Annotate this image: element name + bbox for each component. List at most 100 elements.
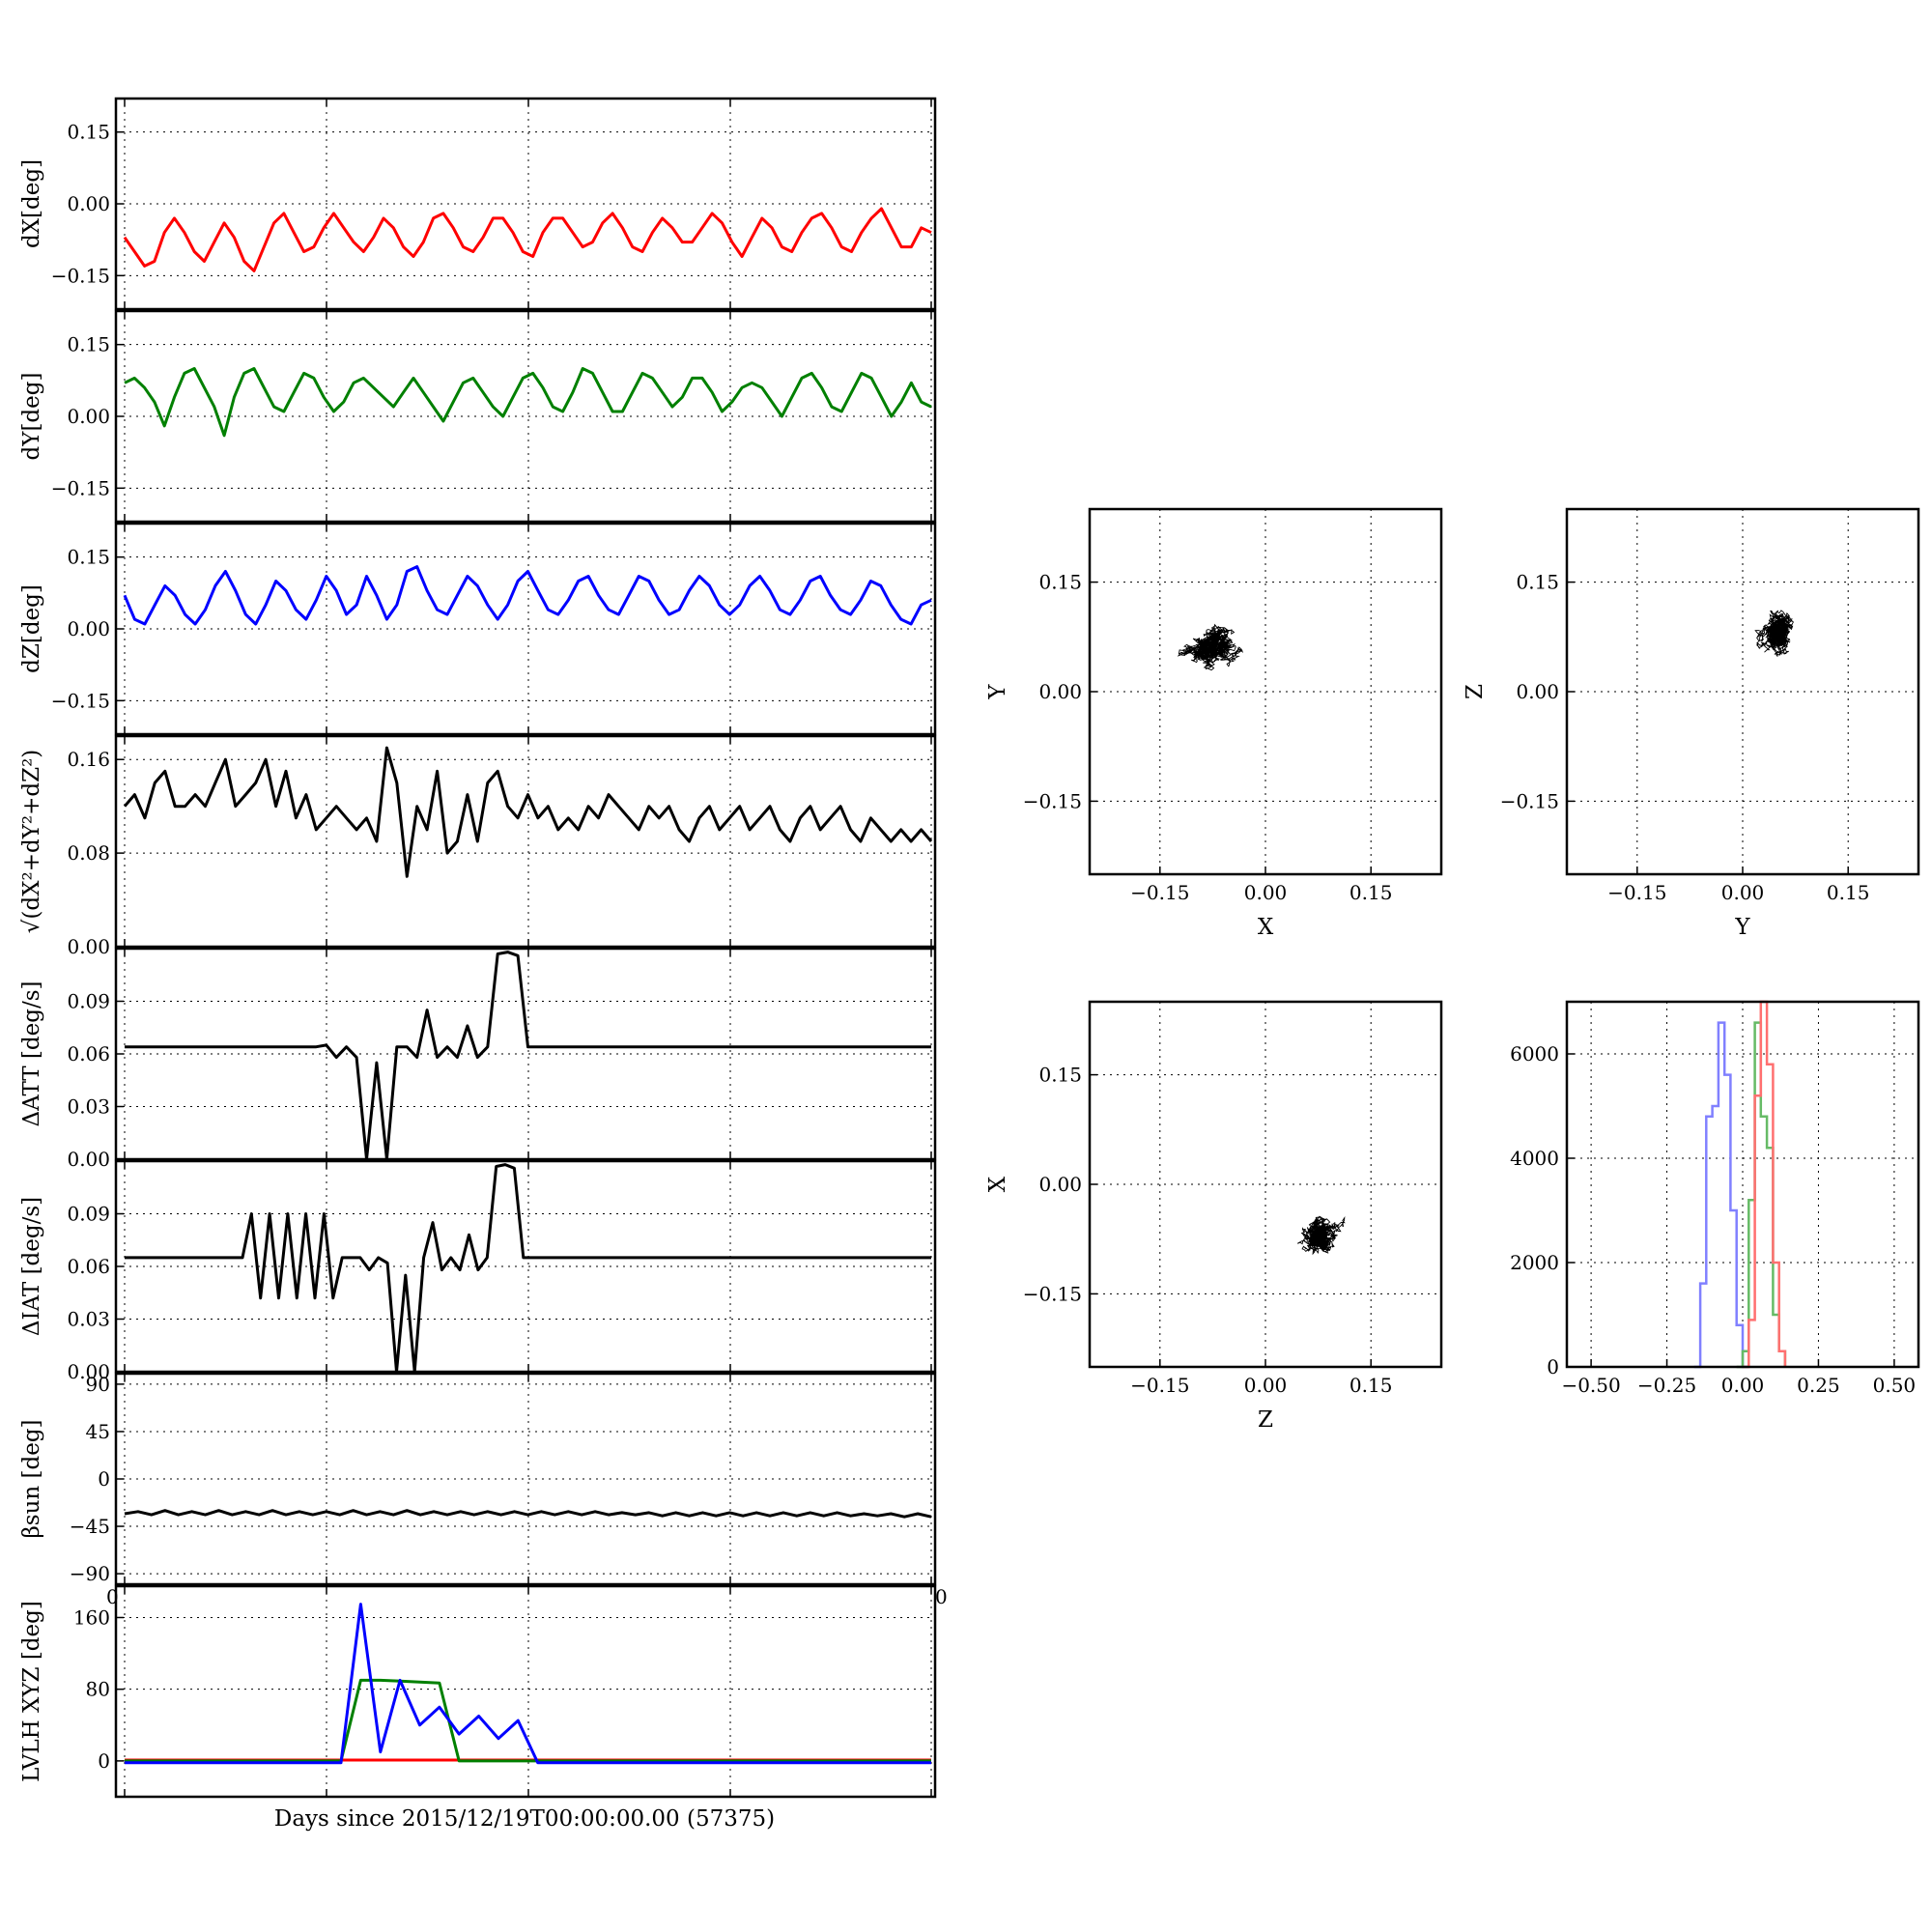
axes-frame	[114, 947, 937, 1161]
series-line-dRSS-0	[123, 746, 933, 878]
x-axis-label: Z	[1258, 1407, 1273, 1433]
panel-hist: −0.50 −0.25 0.00 0.25 0.50 6000 4000 2000 0	[1510, 1000, 1920, 1397]
axes-frame	[1088, 1000, 1443, 1369]
y-tick-label: 0.09	[67, 1203, 110, 1226]
y-axis-label: ΔIAT [deg/s]	[19, 1197, 44, 1336]
y-tick-label: 0.15	[1516, 571, 1559, 594]
y-tick-label: −45	[70, 1515, 110, 1538]
axes-frame	[114, 522, 937, 736]
series-line-lvlh-1	[125, 1678, 931, 1763]
y-tick-label: 0	[98, 1749, 110, 1773]
axes-frame	[114, 1159, 937, 1374]
y-tick-label: 0.00	[67, 935, 110, 958]
y-tick-label: 0.00	[67, 617, 110, 640]
y-tick-label: 0.06	[67, 1255, 110, 1278]
y-tick-label: 0.00	[1038, 1173, 1082, 1196]
axes-frame	[114, 309, 937, 524]
x-tick-label: 0.25	[1797, 1374, 1840, 1397]
y-tick-label: 0.00	[67, 1148, 110, 1171]
y-tick-label: 0.00	[67, 192, 110, 215]
y-tick-label: 6000	[1510, 1042, 1559, 1065]
y-tick-label: −90	[70, 1562, 110, 1585]
y-axis-label: dY[deg]	[19, 373, 44, 461]
y-tick-label: 0.15	[1038, 1064, 1082, 1087]
y-tick-label: −0.15	[51, 689, 110, 712]
x-tick-label: 0.00	[1721, 1374, 1765, 1397]
series-line-dIAT-0	[125, 1163, 931, 1374]
x-tick-label: 0.00	[1244, 881, 1288, 904]
y-tick-label: 0.00	[1038, 680, 1082, 703]
y-tick-label: 0	[98, 1467, 110, 1491]
axes-frame	[114, 1584, 937, 1799]
scatter-trace-scatterXY	[1177, 623, 1244, 671]
y-tick-label: 0.00	[1516, 680, 1559, 703]
overlap-tick-left: 0	[106, 1585, 119, 1608]
y-axis-label: LVLH XYZ [deg]	[19, 1601, 44, 1782]
y-axis-label: dZ[deg]	[19, 584, 44, 673]
series-line-lvlh-2	[125, 1603, 931, 1765]
y-tick-label: 45	[86, 1420, 110, 1443]
y-tick-label: 0.08	[67, 841, 110, 865]
panel-dX: 0.15 0.00 −0.15 dX[deg]	[19, 97, 937, 311]
y-tick-label: 0.15	[67, 333, 110, 356]
axes-frame	[1565, 507, 1920, 876]
panel-dZ: 0.15 0.00 −0.15 dZ[deg]	[19, 522, 937, 736]
series-line-dATT-0	[125, 951, 931, 1161]
y-tick-label: −0.15	[1023, 1282, 1082, 1305]
y-tick-label: 0.15	[67, 546, 110, 569]
panel-dY: 0.15 0.00 −0.15 dY[deg]	[19, 309, 937, 524]
axes-frame	[114, 97, 937, 311]
y-tick-label: 0.06	[67, 1042, 110, 1065]
y-tick-label: 0.09	[67, 990, 110, 1013]
panel-scatterZX: −0.15 −0.15 0.00 0.00 0.15 0.15 Z X	[985, 1000, 1443, 1433]
y-tick-label: 4000	[1510, 1147, 1559, 1170]
hist-series-0	[1693, 1021, 1749, 1369]
x-tick-label: −0.15	[1130, 881, 1189, 904]
x-tick-label: −0.50	[1561, 1374, 1620, 1397]
x-axis-label: Days since 2015/12/19T00:00:00.00 (57375…	[274, 1806, 775, 1832]
panel-dATT: 0.09 0.06 0.03 0.00 ΔATT [deg/s]	[19, 947, 937, 1171]
scatter-trace-scatterZX	[1296, 1215, 1346, 1256]
panel-scatterYZ: −0.15 −0.15 0.00 0.00 0.15 0.15 Y Z	[1463, 507, 1920, 940]
y-axis-label: dX[deg]	[19, 159, 44, 248]
panel-beta: 90 45 0 −45 −90 βsun [deg]	[19, 1372, 937, 1586]
y-tick-label: 0.00	[67, 1360, 110, 1383]
scatter-trace-scatterYZ	[1754, 610, 1794, 657]
y-tick-label: −0.15	[51, 264, 110, 287]
y-tick-label: 90	[86, 1373, 110, 1396]
y-axis-label: X	[985, 1176, 1010, 1192]
x-tick-label: −0.15	[1607, 881, 1666, 904]
y-axis-label: Y	[985, 684, 1010, 700]
y-tick-label: −0.15	[1023, 789, 1082, 812]
x-tick-label: 0.15	[1350, 1374, 1393, 1397]
overlap-tick-right: 0	[935, 1585, 948, 1608]
series-line-beta-0	[124, 1509, 932, 1519]
y-axis-label: √(dX²+dY²+dZ²)	[19, 750, 44, 934]
y-axis-label: βsun [deg]	[19, 1419, 44, 1538]
x-tick-label: −0.15	[1130, 1374, 1189, 1397]
panel-dIAT: 0.09 0.06 0.03 0.00 ΔIAT [deg/s]	[19, 1159, 937, 1383]
y-tick-label: 0.00	[67, 405, 110, 428]
y-tick-label: 0.15	[67, 121, 110, 144]
series-line-dX-0	[123, 207, 932, 272]
x-tick-label: 0.00	[1244, 1374, 1288, 1397]
series-line-dZ-0	[123, 565, 932, 626]
y-tick-label: 0.16	[67, 748, 110, 771]
y-tick-label: 0.03	[67, 1095, 110, 1119]
axes-frame	[1088, 507, 1443, 876]
axes-frame	[114, 734, 937, 949]
y-axis-label: Z	[1463, 684, 1488, 699]
axes-frame	[1565, 1000, 1920, 1369]
y-tick-label: 2000	[1510, 1251, 1559, 1274]
y-tick-label: 0.03	[67, 1308, 110, 1331]
x-tick-label: −0.25	[1637, 1374, 1696, 1397]
panel-dRSS: 0.16 0.08 0.00 √(dX²+dY²+dZ²)	[19, 734, 937, 958]
y-axis-label: ΔATT [deg/s]	[19, 981, 44, 1127]
panel-lvlh: 160 80 0 LVLH XYZ [deg]	[19, 1584, 937, 1799]
y-tick-label: 80	[86, 1678, 110, 1701]
y-tick-label: 160	[73, 1605, 110, 1629]
panel-scatterXY: −0.15 −0.15 0.00 0.00 0.15 0.15 X Y	[985, 507, 1443, 940]
x-tick-label: 0.15	[1827, 881, 1870, 904]
x-tick-label: 0.00	[1721, 881, 1765, 904]
